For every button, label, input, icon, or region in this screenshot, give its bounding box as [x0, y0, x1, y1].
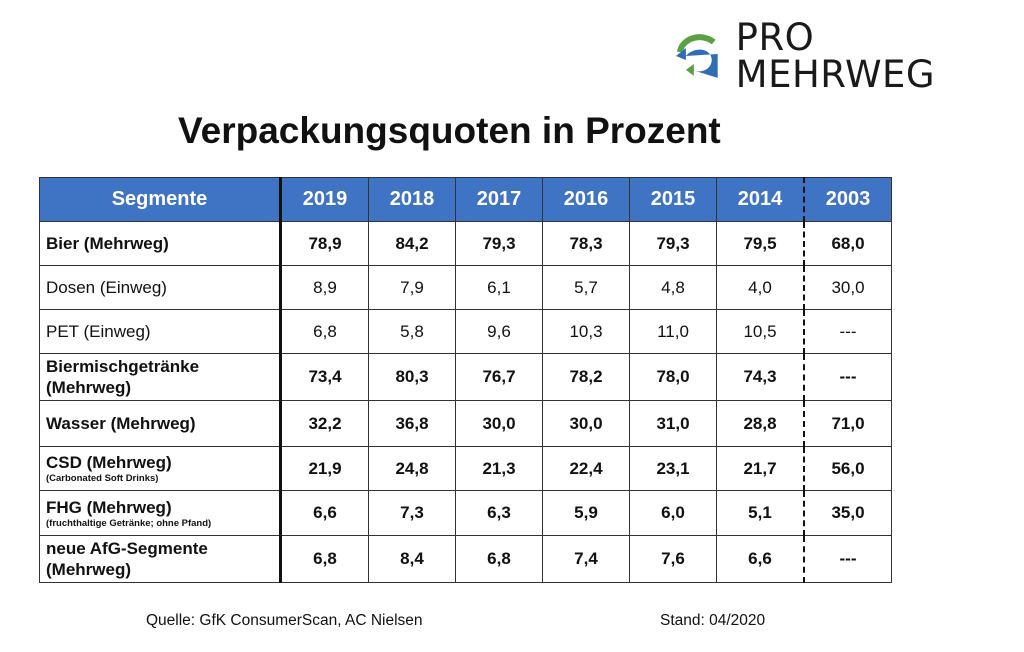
value-cell: 78,9 [280, 221, 369, 266]
value-cell: 35,0 [803, 490, 892, 536]
value-cell: 6,3 [455, 490, 543, 536]
date-note: Stand: 04/2020 [660, 612, 766, 629]
segment-cell: Biermischgetränke (Mehrweg) [39, 353, 282, 401]
segment-label: Dosen (Einweg) [46, 278, 167, 297]
value-cell: 71,0 [803, 400, 892, 447]
segment-sublabel: (Carbonated Soft Drinks) [46, 473, 159, 484]
column-header: 2016 [542, 177, 630, 222]
value-cell: 7,4 [542, 535, 630, 583]
column-header: 2019 [280, 177, 369, 222]
value-cell: 78,3 [542, 221, 630, 266]
value-cell: 6,1 [455, 265, 543, 310]
column-header: 2018 [368, 177, 456, 222]
segment-label: FHG (Mehrweg) [46, 497, 172, 517]
value-cell: 5,9 [542, 490, 630, 536]
segment-label: Biermischgetränke (Mehrweg) [46, 357, 200, 397]
value-cell: 10,5 [716, 309, 805, 354]
packaging-quota-table: Segmente 2019 2018 2017 2016 2015 2014 2… [39, 177, 892, 583]
segment-cell: Wasser (Mehrweg) [39, 400, 282, 447]
segment-cell: PET (Einweg) [39, 309, 282, 354]
value-cell: 79,3 [629, 221, 717, 266]
value-cell: 6,6 [716, 535, 805, 583]
value-cell: 78,0 [629, 353, 717, 401]
value-cell: 7,3 [368, 490, 456, 536]
table-row: PET (Einweg) 6,8 5,8 9,6 10,3 11,0 10,5 --- [39, 309, 892, 354]
column-header: 2003 [803, 177, 892, 222]
value-cell: 4,0 [716, 265, 805, 310]
value-cell: 5,7 [542, 265, 630, 310]
value-cell: 5,8 [368, 309, 456, 354]
segment-sublabel: (fruchthaltige Getränke; ohne Pfand) [46, 517, 212, 529]
value-cell: 68,0 [803, 221, 892, 266]
logo: PRO MEHRWEG [672, 19, 1024, 93]
segment-label: Wasser (Mehrweg) [46, 414, 196, 433]
value-cell: 79,5 [716, 221, 805, 266]
column-header: 2015 [629, 177, 717, 222]
value-cell: --- [803, 309, 892, 354]
segment-cell: FHG (Mehrweg) (fruchthaltige Getränke; oh… [39, 490, 282, 536]
value-cell: 7,6 [629, 535, 717, 583]
table-row: Biermischgetränke (Mehrweg) 73,4 80,3 76,7 7… [39, 353, 892, 401]
value-cell: 6,8 [280, 535, 369, 583]
logo-text: PRO MEHRWEG [735, 16, 936, 96]
value-cell: 30,0 [803, 265, 892, 310]
table-header-row: Segmente 2019 2018 2017 2016 2015 2014 2… [39, 177, 892, 222]
table-row: Dosen (Einweg) 8,9 7,9 6,1 5,7 4,8 4,0 30,0 [39, 265, 892, 310]
value-cell: 6,8 [280, 309, 369, 354]
table-row: FHG (Mehrweg) (fruchthaltige Getränke; oh… [39, 490, 892, 536]
table-row: Bier (Mehrweg) 78,9 84,2 79,3 78,3 79,3 79,5 68… [39, 221, 892, 266]
value-cell: 7,9 [368, 265, 456, 310]
value-cell: 74,3 [716, 353, 805, 401]
segment-cell: CSD (Mehrweg) (Carbonated Soft Drinks) [39, 446, 282, 491]
value-cell: 10,3 [542, 309, 630, 354]
value-cell: 84,2 [368, 221, 456, 266]
value-cell: 56,0 [803, 446, 892, 491]
table-row: CSD (Mehrweg) (Carbonated Soft Drinks) 21,… [39, 446, 892, 491]
column-header: 2017 [455, 177, 543, 222]
value-cell: 30,0 [542, 400, 630, 447]
value-cell: 9,6 [455, 309, 543, 354]
value-cell: 21,7 [716, 446, 805, 491]
segment-label: CSD (Mehrweg) [46, 453, 172, 472]
value-cell: 24,8 [368, 446, 456, 491]
value-cell: 8,4 [368, 535, 456, 583]
value-cell: 28,8 [716, 400, 805, 447]
segment-label: neue AfG-Segmente (Mehrweg) [46, 539, 208, 579]
value-cell: 76,7 [455, 353, 543, 401]
column-header: 2014 [716, 177, 805, 222]
value-cell: 21,9 [280, 446, 369, 491]
value-cell: 32,2 [280, 400, 369, 447]
value-cell: --- [803, 535, 892, 583]
value-cell: 78,2 [542, 353, 630, 401]
value-cell: 6,8 [455, 535, 543, 583]
column-header: Segmente [39, 177, 282, 222]
value-cell: 30,0 [455, 400, 543, 447]
value-cell: 6,6 [280, 490, 369, 536]
value-cell: 31,0 [629, 400, 717, 447]
source-note: Quelle: GfK ConsumerScan, AC Nielsen [146, 612, 423, 629]
value-cell: 5,1 [716, 490, 805, 536]
segment-cell: neue AfG-Segmente (Mehrweg) [39, 535, 282, 583]
value-cell: 11,0 [629, 309, 717, 354]
value-cell: 73,4 [280, 353, 369, 401]
segment-label: Bier (Mehrweg) [46, 234, 169, 253]
value-cell: 36,8 [368, 400, 456, 447]
value-cell: 22,4 [542, 446, 630, 491]
value-cell: 79,3 [455, 221, 543, 266]
segment-cell: Dosen (Einweg) [39, 265, 282, 310]
recycle-arrows-icon [675, 34, 718, 78]
value-cell: 23,1 [629, 446, 717, 491]
table-row: Wasser (Mehrweg) 32,2 36,8 30,0 30,0 31,0 28,8… [39, 400, 892, 447]
value-cell: 80,3 [368, 353, 456, 401]
segment-cell: Bier (Mehrweg) [39, 221, 282, 266]
segment-label: PET (Einweg) [46, 322, 151, 341]
value-cell: 21,3 [455, 446, 543, 491]
table-row: neue AfG-Segmente (Mehrweg) 6,8 8,4 6,8 7,4 7… [39, 535, 892, 583]
value-cell: 6,0 [629, 490, 717, 536]
page-title: Verpackungsquoten in Prozent [178, 110, 721, 151]
value-cell: --- [803, 353, 892, 401]
value-cell: 8,9 [280, 265, 369, 310]
value-cell: 4,8 [629, 265, 717, 310]
